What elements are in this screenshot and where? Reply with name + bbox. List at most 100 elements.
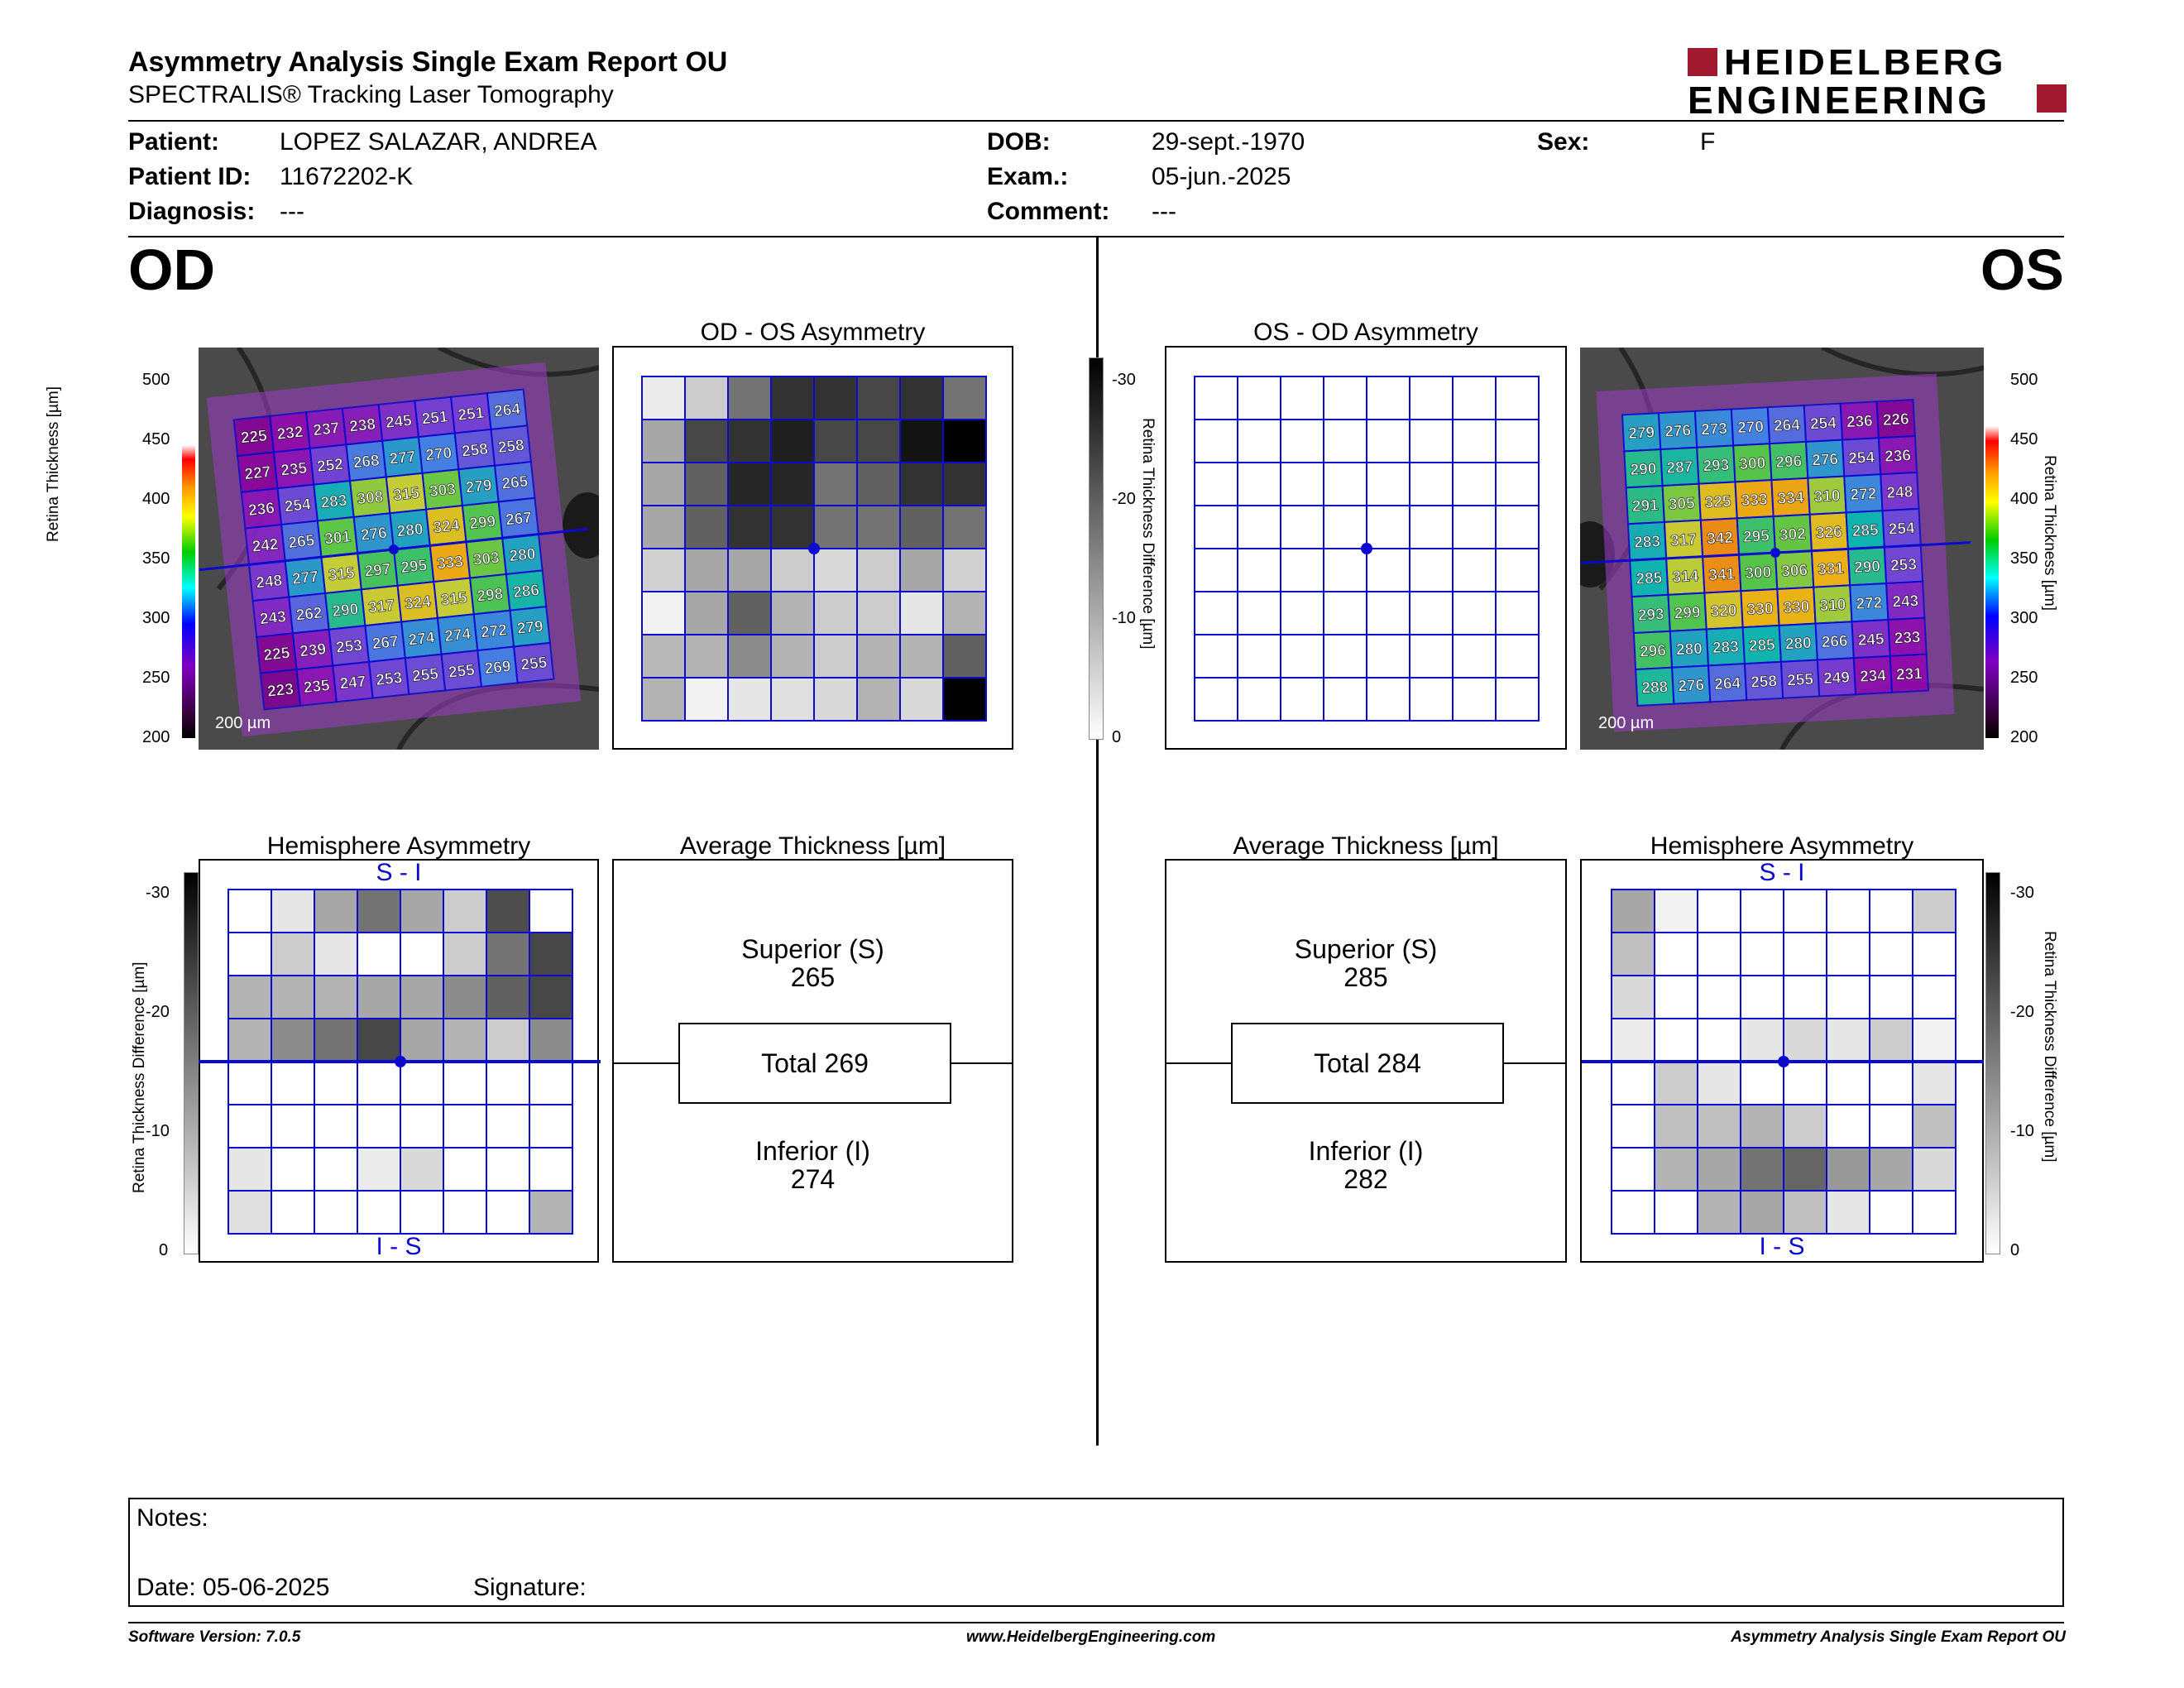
os-map-value: 236	[1885, 447, 1912, 466]
os-hemi-cell	[1826, 1147, 1870, 1192]
os-hemi-cell	[1611, 1190, 1655, 1235]
od-hemi-cell	[400, 1061, 444, 1105]
os-asym-cell	[1194, 505, 1238, 549]
os-map-value: 288	[1641, 679, 1669, 698]
od-asym-cell	[942, 419, 987, 463]
od-hemi-cell	[486, 1061, 530, 1105]
os-asym-cell	[1237, 677, 1281, 722]
od-map-value: 235	[303, 677, 331, 697]
od-asym-title: OD - OS Asymmetry	[700, 319, 926, 346]
od-map-value: 248	[255, 572, 283, 592]
os-hemi-cell	[1826, 1104, 1870, 1149]
os-hemi-axis-label: Retina Thickness Difference [µm]	[2041, 931, 2058, 1163]
os-hemi-cell	[1697, 1018, 1741, 1062]
os-map-value: 272	[1850, 486, 1877, 505]
od-hemi-cell	[271, 1061, 315, 1105]
od-hemi-cell	[357, 1061, 401, 1105]
od-asym-cell	[684, 634, 729, 679]
os-hemi-cell	[1654, 1104, 1698, 1149]
sex-label: Sex:	[1537, 128, 1590, 156]
od-map-value: 317	[367, 597, 395, 616]
os-map-value: 276	[1812, 451, 1839, 470]
os-asym-cell	[1495, 548, 1540, 592]
os-hemi-cell	[1740, 1061, 1784, 1105]
od-asym-cell	[813, 376, 858, 420]
os-map-value: 326	[1815, 524, 1842, 543]
os-hemi-cell	[1654, 1061, 1698, 1105]
od-thickness-map[interactable]: 225 232 237 238 245 251 251 264 227 235 252 268 277 2…	[199, 348, 599, 750]
os-map-value: 300	[1739, 454, 1766, 473]
os-hemi-cell	[1740, 889, 1784, 933]
os-total-box: Total 284	[1231, 1023, 1504, 1104]
od-asym-cell	[727, 505, 772, 549]
od-hemi-panel: S - I I - S	[199, 859, 601, 1263]
os-asym-cell	[1495, 376, 1540, 420]
os-asym-fovea-dot	[1361, 543, 1372, 554]
os-thickness-map[interactable]: 279 276 273 270 264 254 236 226 290 287 293 300 296 2…	[1580, 348, 1984, 750]
os-hemi-cell	[1611, 975, 1655, 1019]
od-eye-label: OD	[128, 237, 215, 302]
od-superior-value: 265	[790, 962, 836, 992]
od-asym-cell	[856, 376, 901, 420]
os-hemi-bottom-label: I - S	[1759, 1233, 1805, 1260]
od-map-value: 253	[376, 669, 404, 689]
od-asym-cell	[813, 462, 858, 506]
os-hemi-cell	[1783, 1061, 1827, 1105]
exam-label: Exam.:	[987, 163, 1069, 190]
os-asym-cell	[1452, 591, 1497, 635]
os-map-value: 273	[1701, 420, 1728, 439]
od-inferior-label: Inferior (I)	[755, 1136, 870, 1166]
os-map-value: 276	[1678, 677, 1705, 696]
od-map-value: 247	[339, 673, 367, 693]
os-hemi-cell	[1740, 1104, 1784, 1149]
os-hemi-cell	[1869, 1104, 1913, 1149]
od-hemi-cell	[314, 1018, 358, 1062]
os-map-value: 314	[1672, 568, 1699, 587]
os-hemi-cell	[1783, 932, 1827, 976]
od-map-value: 324	[404, 593, 432, 613]
os-asym-cell	[1409, 591, 1454, 635]
od-asym-cell	[899, 505, 944, 549]
od-map-value: 277	[389, 448, 417, 468]
os-asym-cell	[1323, 376, 1367, 420]
signature-label: Signature:	[473, 1574, 587, 1601]
os-hemi-cell	[1783, 975, 1827, 1019]
od-asym-cell	[813, 634, 858, 679]
os-asym-cell	[1323, 548, 1367, 592]
od-map-value: 315	[392, 484, 420, 504]
os-hemi-cell	[1611, 1061, 1655, 1105]
notes-box[interactable]: Notes: Date: 05-06-2025 Signature:	[128, 1498, 2064, 1607]
os-map-value: 231	[1896, 665, 1923, 684]
od-asym-cell	[770, 462, 815, 506]
os-map-value: 280	[1784, 635, 1812, 654]
os-avg-title: Average Thickness [µm]	[1233, 832, 1499, 860]
os-map-value: 234	[1860, 667, 1887, 686]
od-hemi-cell	[314, 932, 358, 976]
od-hemi-cell	[529, 1147, 573, 1192]
os-hemi-cell	[1611, 1147, 1655, 1192]
os-hemi-cell	[1697, 1061, 1741, 1105]
od-asym-cell	[813, 591, 858, 635]
os-hemi-cell	[1697, 975, 1741, 1019]
od-hemi-cell	[529, 1190, 573, 1235]
od-asym-cell	[813, 548, 858, 592]
od-map-value: 242	[251, 536, 280, 556]
os-hemi-cell	[1654, 889, 1698, 933]
od-asym-cell	[684, 419, 729, 463]
os-asym-cell	[1452, 634, 1497, 679]
footer-url[interactable]: www.HeidelbergEngineering.com	[966, 1628, 1216, 1646]
os-hemi-cell	[1783, 1104, 1827, 1149]
os-asym-cell	[1452, 419, 1497, 463]
od-map-cell	[512, 641, 555, 684]
od-hemi-cell	[400, 889, 444, 933]
os-map-value: 283	[1634, 533, 1661, 552]
od-hemi-cell	[443, 1061, 487, 1105]
os-asym-cell	[1194, 419, 1238, 463]
od-map-value: 299	[468, 513, 496, 533]
os-map-value: 258	[1751, 673, 1778, 692]
os-map-value: 279	[1628, 424, 1655, 443]
od-asym-cell	[770, 591, 815, 635]
os-hemi-cell	[1740, 975, 1784, 1019]
od-map-value: 295	[400, 557, 428, 577]
od-asym-cell	[942, 462, 987, 506]
